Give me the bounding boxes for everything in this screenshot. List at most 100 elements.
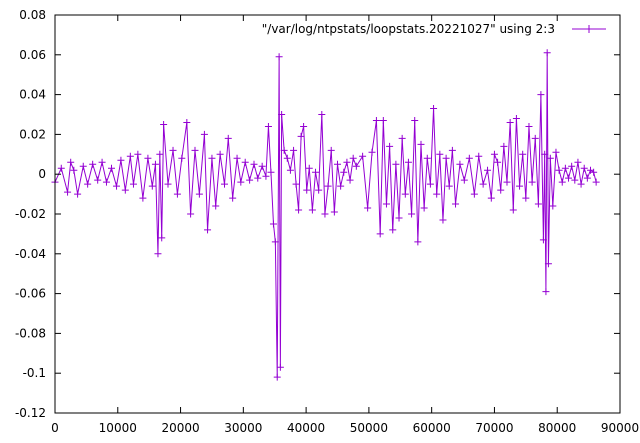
data-point [292,180,300,188]
data-point [379,116,387,124]
data-point [543,49,551,57]
data-point [497,186,505,194]
data-point [204,226,212,234]
data-point [286,166,294,174]
data-point [537,91,545,99]
data-point [264,122,272,130]
data-point [522,194,530,202]
data-point [465,154,473,162]
data-point [117,156,125,164]
data-point [542,288,550,296]
data-point [158,234,166,242]
data-point [212,202,220,210]
data-point [134,150,142,158]
data-point [246,176,254,184]
data-point [549,202,557,210]
data-point [528,178,536,186]
data-point [414,238,422,246]
data-point [401,190,409,198]
data-point [512,114,520,122]
data-point [544,260,552,268]
data-point [516,182,524,190]
data-point [327,146,335,154]
data-point [262,172,270,180]
data-point [303,186,311,194]
data-point [546,154,554,162]
plot-frame [54,14,621,414]
data-point [269,220,277,228]
data-point [121,186,129,194]
data-point [433,190,441,198]
data-point [254,174,262,182]
data-point [102,178,110,186]
data-point [592,178,600,186]
data-point [79,162,87,170]
data-point [151,160,159,168]
data-point [430,105,438,113]
data-point [525,122,533,130]
data-point [539,236,547,244]
x-tick-label: 0 [51,421,59,435]
data-point [233,154,241,162]
data-point [67,158,75,166]
data-point [221,180,228,188]
data-point [224,134,232,142]
data-point [500,142,508,150]
data-point [315,186,323,194]
data-point [144,154,152,162]
data-point [297,132,305,140]
data-point [57,164,65,172]
data-point [448,146,456,154]
data-point [475,152,483,160]
data-point [386,142,394,150]
data-point [484,166,492,174]
data-point [364,204,372,212]
data-point [552,148,560,156]
data-point [531,134,539,142]
data-point [590,168,598,176]
data-point [503,178,511,186]
data-point [148,182,156,190]
data-point [178,154,186,162]
data-point [271,238,279,246]
data-point [411,116,419,124]
data-point [456,160,464,168]
y-tick-label: -0.02 [15,207,46,221]
data-point [187,210,195,218]
data-point [318,111,326,118]
data-point [208,154,216,162]
data-point [398,134,406,142]
data-point [74,190,82,198]
data-point [561,164,569,172]
y-tick-label: -0.06 [15,287,46,301]
data-point [156,150,164,158]
data-point [290,146,298,154]
data-point [426,180,434,188]
data-point [334,160,341,168]
x-tick-label: 50000 [350,421,388,435]
data-point [420,204,428,212]
data-point [84,180,92,188]
data-point [452,200,460,208]
data-point [126,152,134,160]
data-point [395,214,403,222]
data-point [250,160,258,168]
x-tick-label: 60000 [413,421,451,435]
data-point [558,178,566,186]
legend-marker [585,25,593,33]
data-point [258,162,266,170]
x-tick-label: 90000 [601,421,639,435]
data-point [169,146,177,154]
data-point [577,180,585,188]
data-point [98,158,106,166]
y-tick-label: 0.02 [19,127,46,141]
data-point [490,150,498,158]
data-point [359,152,367,160]
data-point [534,200,542,208]
data-point [445,182,453,190]
data-point [129,180,137,188]
data-point [191,146,199,154]
data-point [64,188,72,196]
y-tick-label: -0.08 [15,326,46,340]
data-point [154,250,162,258]
